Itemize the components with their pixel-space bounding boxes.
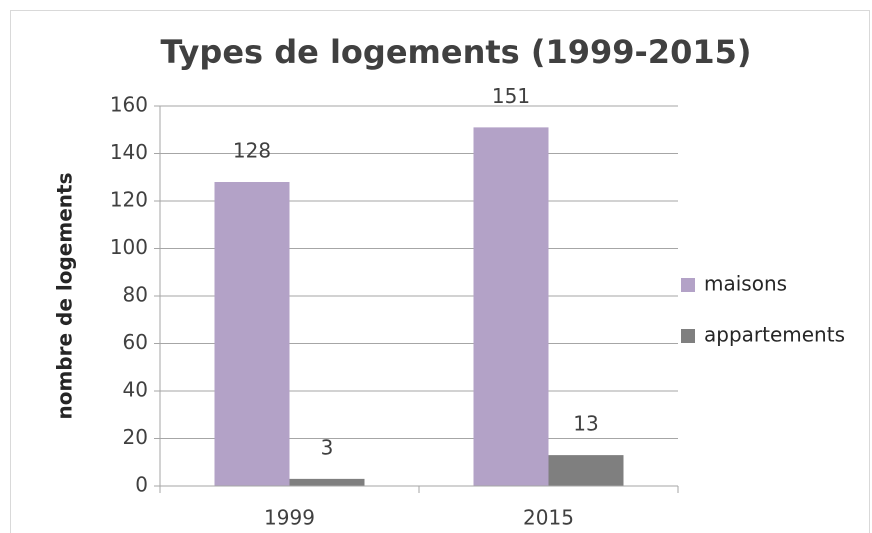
y-tick-label: 80	[123, 283, 148, 307]
value-label: 151	[492, 84, 530, 108]
bar	[289, 478, 365, 486]
bar	[473, 127, 549, 486]
chart-border	[10, 10, 870, 533]
legend-swatch	[681, 278, 695, 292]
y-tick-label: 20	[123, 425, 148, 449]
y-tick-label: 140	[110, 140, 148, 164]
chart-title: Types de logements (1999-2015)	[161, 33, 752, 71]
value-label: 13	[573, 412, 598, 436]
y-tick-label: 120	[110, 188, 148, 212]
x-tick-label: 1999	[264, 506, 315, 530]
y-tick-label: 0	[135, 473, 148, 497]
bar	[548, 455, 624, 486]
y-axis-label: nombre de logements	[53, 173, 77, 420]
value-label: 3	[321, 435, 334, 459]
legend-label: maisons	[704, 272, 787, 296]
x-tick-label: 2015	[523, 506, 574, 530]
y-tick-label: 40	[123, 378, 148, 402]
bar	[214, 182, 290, 486]
legend-label: appartements	[704, 323, 845, 347]
y-tick-label: 60	[123, 330, 148, 354]
y-tick-label: 160	[110, 93, 148, 117]
legend-swatch	[681, 329, 695, 343]
value-label: 128	[233, 139, 271, 163]
y-tick-label: 100	[110, 235, 148, 259]
